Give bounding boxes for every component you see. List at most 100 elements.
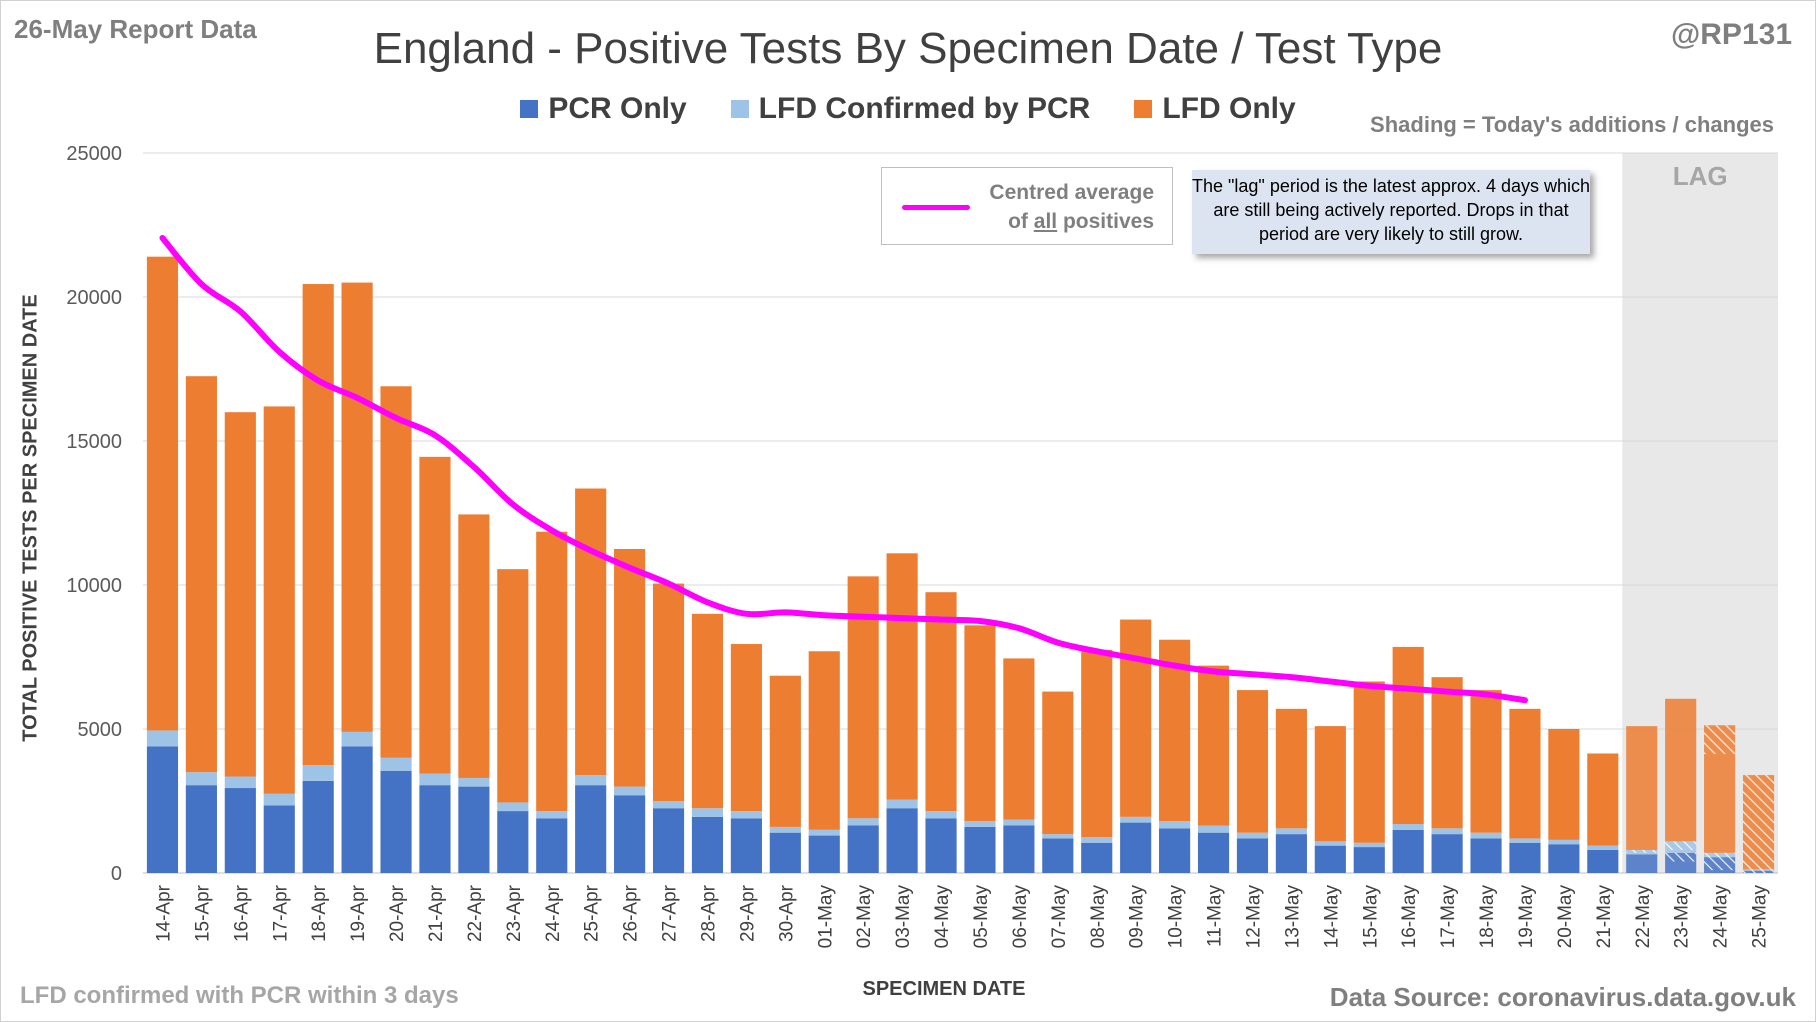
bar-lfd-confirmed bbox=[1509, 838, 1541, 843]
bar-lfd bbox=[925, 592, 957, 812]
bar-lfd-confirmed bbox=[964, 821, 996, 827]
average-legend-text: Centred average of all positives bbox=[989, 178, 1154, 236]
bar-lfd bbox=[652, 583, 685, 801]
x-tick-label: 10-May bbox=[1166, 885, 1187, 949]
bar-lfd-confirmed bbox=[1159, 821, 1191, 829]
bar-pcr bbox=[652, 808, 685, 873]
bar-lfd-confirmed bbox=[808, 829, 840, 836]
bar-pcr bbox=[575, 785, 607, 873]
x-tick-label: 23-May bbox=[1672, 885, 1693, 949]
x-tick-label: 18-May bbox=[1477, 885, 1498, 949]
x-tick-label: 19-May bbox=[1516, 885, 1537, 949]
x-tick-label: 28-Apr bbox=[698, 884, 719, 942]
bar-lfd-confirmed bbox=[263, 793, 295, 806]
bar-pcr bbox=[1587, 849, 1619, 873]
x-tick-label: 06-May bbox=[1010, 885, 1031, 949]
bar-pcr bbox=[263, 805, 295, 873]
bar-lfd bbox=[847, 576, 879, 819]
bar-pcr bbox=[1548, 844, 1580, 873]
x-tick-label: 05-May bbox=[971, 885, 992, 949]
bar-lfd-confirmed bbox=[1081, 837, 1113, 843]
x-tick-label: 12-May bbox=[1243, 885, 1264, 949]
bar-lfd-confirmed bbox=[341, 731, 373, 747]
y-axis-label-wrap: TOTAL POSITIVE TESTS PER SPECIMEN DATE bbox=[14, 294, 48, 741]
bar-lfd bbox=[1042, 691, 1074, 835]
bar-lfd-confirmed bbox=[1275, 828, 1307, 835]
bar-lfd bbox=[1509, 708, 1541, 839]
lag-label: LAG bbox=[1673, 161, 1728, 191]
x-tick-label: 04-May bbox=[932, 885, 953, 949]
bar-lfd-confirmed bbox=[458, 777, 490, 787]
bar-pcr bbox=[1236, 838, 1269, 873]
legend-item-lfd: LFD Only bbox=[1134, 92, 1296, 126]
today-addition-hatch bbox=[1742, 870, 1775, 873]
bar-lfd bbox=[691, 613, 724, 809]
x-tick-label: 13-May bbox=[1282, 885, 1303, 949]
bar-lfd-confirmed bbox=[1353, 842, 1385, 848]
bar-pcr bbox=[1392, 829, 1424, 873]
bar-pcr bbox=[1626, 854, 1658, 873]
average-legend-prefix: of bbox=[1008, 210, 1034, 233]
bar-lfd-confirmed bbox=[497, 802, 529, 812]
bar-lfd bbox=[769, 675, 801, 827]
x-tick-label: 25-Apr bbox=[582, 884, 603, 942]
bar-lfd-confirmed bbox=[925, 811, 957, 819]
bar-lfd bbox=[1470, 690, 1502, 833]
x-tick-label: 30-Apr bbox=[776, 884, 797, 942]
bar-lfd bbox=[419, 456, 451, 774]
bar-lfd-confirmed bbox=[302, 765, 334, 781]
data-source: Data Source: coronavirus.data.gov.uk bbox=[1329, 982, 1796, 1012]
bar-lfd-confirmed bbox=[691, 808, 724, 817]
bar-lfd bbox=[1353, 681, 1385, 843]
x-tick-label: 15-May bbox=[1360, 885, 1381, 949]
average-legend-box: Centred average of all positives bbox=[881, 167, 1173, 245]
x-tick-label: 22-May bbox=[1633, 885, 1654, 949]
today-addition-hatch bbox=[1704, 852, 1736, 858]
bar-pcr bbox=[146, 746, 179, 873]
y-tick-label: 20000 bbox=[66, 287, 122, 309]
bar-lfd-confirmed bbox=[1392, 824, 1424, 830]
y-tick-label: 10000 bbox=[66, 575, 122, 597]
y-tick-label: 15000 bbox=[66, 431, 122, 453]
bar-lfd-confirmed bbox=[575, 775, 607, 786]
x-tick-label: 23-Apr bbox=[504, 884, 525, 942]
bar-lfd-confirmed bbox=[1587, 845, 1619, 850]
y-axis-label: TOTAL POSITIVE TESTS PER SPECIMEN DATE bbox=[19, 294, 42, 742]
bar-pcr bbox=[1081, 842, 1113, 873]
y-tick-label: 25000 bbox=[66, 143, 122, 165]
bar-lfd-confirmed bbox=[769, 826, 801, 833]
today-addition-hatch bbox=[1665, 852, 1697, 862]
x-tick-label: 17-Apr bbox=[270, 884, 291, 942]
bar-lfd bbox=[536, 531, 568, 812]
bar-pcr bbox=[925, 818, 957, 873]
x-tick-label: 19-Apr bbox=[348, 884, 369, 942]
bar-lfd bbox=[1587, 753, 1619, 846]
bar-pcr bbox=[1275, 834, 1307, 873]
legend-swatch-pcr bbox=[520, 100, 539, 118]
bar-lfd bbox=[341, 282, 373, 732]
bar-pcr bbox=[419, 785, 451, 873]
x-tick-label: 15-Apr bbox=[192, 884, 213, 942]
legend-swatch-lfd-confirmed bbox=[730, 100, 749, 118]
bar-pcr bbox=[1353, 847, 1385, 873]
bar-pcr bbox=[1509, 842, 1541, 873]
bar-lfd bbox=[614, 549, 646, 787]
bar-lfd bbox=[263, 406, 295, 794]
bar-lfd-confirmed bbox=[730, 811, 762, 819]
author-handle: @RP131 bbox=[1671, 18, 1792, 51]
x-tick-label: 01-May bbox=[815, 885, 836, 949]
bar-lfd-confirmed bbox=[419, 773, 451, 786]
x-tick-label: 07-May bbox=[1049, 885, 1070, 949]
x-tick-label: 21-Apr bbox=[426, 884, 447, 942]
bar-lfd bbox=[1665, 698, 1697, 842]
bar-pcr bbox=[1159, 828, 1191, 873]
bar-lfd bbox=[458, 514, 490, 778]
y-tick-label: 0 bbox=[111, 863, 122, 885]
bar-lfd-confirmed bbox=[1236, 832, 1269, 839]
x-tick-label: 11-May bbox=[1205, 885, 1226, 947]
bar-pcr bbox=[1003, 825, 1035, 873]
legend-label-pcr: PCR Only bbox=[548, 92, 687, 125]
today-addition-hatch bbox=[1626, 849, 1658, 853]
bar-lfd bbox=[1003, 658, 1035, 820]
legend-item-pcr: PCR Only bbox=[520, 92, 687, 126]
